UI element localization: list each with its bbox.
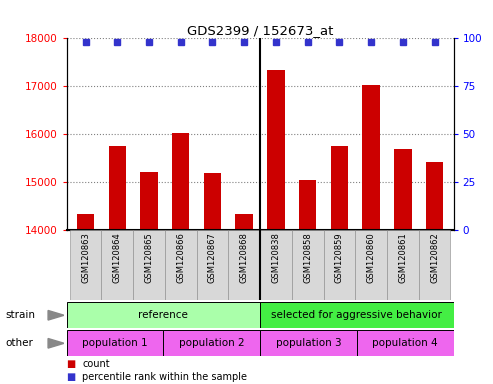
- Bar: [267, 70, 284, 230]
- Text: population 2: population 2: [179, 338, 245, 348]
- Text: GSM120865: GSM120865: [144, 232, 153, 283]
- Text: GSM120863: GSM120863: [81, 232, 90, 283]
- Bar: [102, 230, 133, 300]
- Title: GDS2399 / 152673_at: GDS2399 / 152673_at: [187, 24, 333, 37]
- Text: population 1: population 1: [82, 338, 148, 348]
- Polygon shape: [48, 339, 64, 348]
- Bar: [292, 230, 323, 300]
- Bar: [77, 214, 94, 230]
- Bar: [299, 180, 317, 230]
- Text: GSM120867: GSM120867: [208, 232, 217, 283]
- Text: GSM120860: GSM120860: [367, 232, 376, 283]
- Bar: [108, 146, 126, 230]
- Bar: [331, 146, 348, 230]
- Text: percentile rank within the sample: percentile rank within the sample: [82, 372, 247, 382]
- Bar: [228, 230, 260, 300]
- Text: GSM120864: GSM120864: [113, 232, 122, 283]
- Text: GSM120838: GSM120838: [272, 232, 281, 283]
- Bar: [67, 330, 163, 356]
- Text: reference: reference: [139, 310, 188, 320]
- Bar: [387, 230, 419, 300]
- Polygon shape: [48, 310, 64, 320]
- Bar: [236, 214, 253, 230]
- Text: ■: ■: [67, 372, 76, 382]
- Bar: [357, 330, 454, 356]
- Bar: [67, 302, 260, 328]
- Text: GSM120859: GSM120859: [335, 232, 344, 283]
- Text: count: count: [82, 359, 110, 369]
- Bar: [172, 133, 189, 230]
- Bar: [362, 85, 380, 230]
- Bar: [394, 149, 412, 230]
- Bar: [70, 230, 102, 300]
- Bar: [204, 173, 221, 230]
- Text: population 3: population 3: [276, 338, 341, 348]
- Text: ■: ■: [67, 359, 76, 369]
- Bar: [163, 330, 260, 356]
- Bar: [323, 230, 355, 300]
- Bar: [355, 230, 387, 300]
- Text: GSM120861: GSM120861: [398, 232, 407, 283]
- Bar: [165, 230, 197, 300]
- Text: GSM120858: GSM120858: [303, 232, 312, 283]
- Text: strain: strain: [5, 310, 35, 320]
- Bar: [260, 330, 357, 356]
- Bar: [426, 162, 443, 230]
- Text: population 4: population 4: [372, 338, 438, 348]
- Text: other: other: [5, 338, 33, 348]
- Text: GSM120862: GSM120862: [430, 232, 439, 283]
- Bar: [141, 172, 158, 230]
- Text: selected for aggressive behavior: selected for aggressive behavior: [271, 310, 442, 320]
- Bar: [133, 230, 165, 300]
- Text: GSM120866: GSM120866: [176, 232, 185, 283]
- Bar: [197, 230, 228, 300]
- Text: GSM120868: GSM120868: [240, 232, 248, 283]
- Bar: [260, 302, 454, 328]
- Bar: [419, 230, 451, 300]
- Bar: [260, 230, 292, 300]
